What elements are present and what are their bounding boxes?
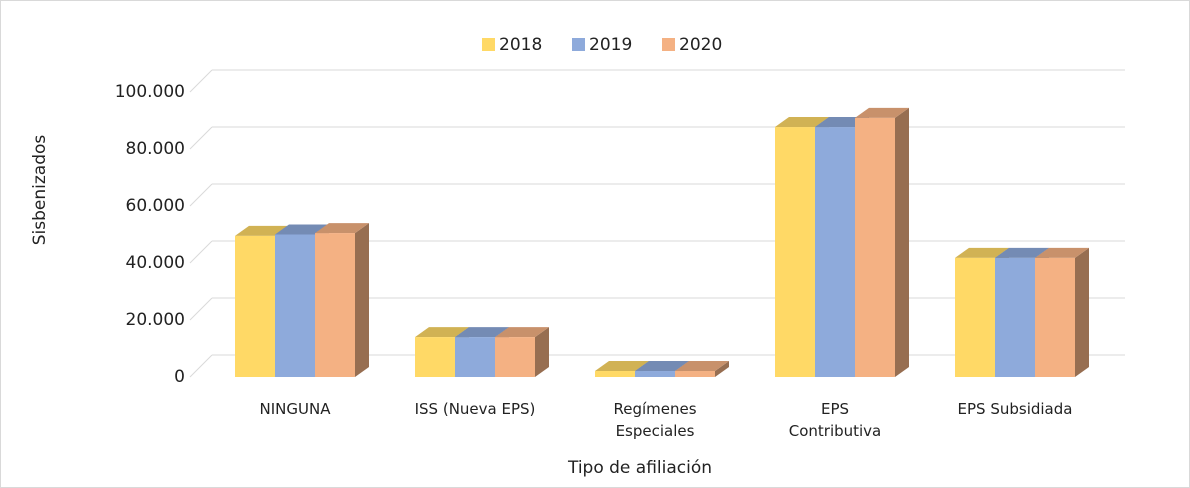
bar-top bbox=[955, 247, 1009, 258]
legend-label: 2018 bbox=[499, 35, 542, 55]
y-tick-label: 100.000 bbox=[115, 82, 185, 102]
x-axis-title: Tipo de afiliación bbox=[567, 458, 712, 478]
grid-line-depth bbox=[189, 69, 213, 93]
bar bbox=[955, 257, 995, 377]
bar bbox=[455, 337, 495, 377]
x-tick-label: EPS Contributiva bbox=[788, 400, 882, 440]
y-tick-label: 40.000 bbox=[126, 253, 185, 273]
y-tick-label: 60.000 bbox=[126, 196, 185, 216]
bar bbox=[775, 127, 815, 378]
grid-line-depth bbox=[189, 183, 213, 207]
grid-line-depth bbox=[189, 354, 213, 378]
bar-side bbox=[535, 327, 549, 377]
grid-line-depth bbox=[189, 240, 213, 264]
bar bbox=[415, 337, 455, 377]
bar-top bbox=[595, 361, 649, 372]
y-tick-label: 20.000 bbox=[126, 310, 185, 330]
legend-swatch bbox=[662, 38, 675, 51]
legend-label: 2019 bbox=[589, 35, 632, 55]
bar bbox=[675, 371, 715, 377]
bar-top bbox=[495, 327, 549, 338]
grid-line-depth bbox=[189, 126, 213, 150]
bar-top bbox=[415, 327, 469, 338]
bar-side bbox=[895, 107, 909, 377]
bar-side bbox=[355, 223, 369, 377]
y-tick-label: 0 bbox=[174, 367, 185, 387]
bar-top bbox=[995, 247, 1049, 258]
bar bbox=[495, 337, 535, 377]
bar-side bbox=[1075, 247, 1089, 377]
x-tick-label: ISS (Nueva EPS) bbox=[414, 400, 536, 418]
bar-top bbox=[855, 107, 909, 118]
bar-top bbox=[455, 327, 509, 338]
legend-swatch bbox=[482, 38, 495, 51]
bar-top bbox=[635, 361, 689, 372]
legend-label: 2020 bbox=[679, 35, 722, 55]
x-tick-label: EPS Subsidiada bbox=[957, 400, 1073, 418]
bar-top bbox=[775, 117, 829, 128]
bar-top bbox=[275, 224, 329, 235]
y-axis-title: Sisbenizados bbox=[30, 135, 50, 246]
bar bbox=[315, 233, 355, 377]
bar bbox=[1035, 257, 1075, 377]
bar bbox=[275, 234, 315, 377]
bar-side bbox=[715, 361, 729, 377]
legend-swatch bbox=[572, 38, 585, 51]
bar bbox=[235, 235, 275, 377]
bar bbox=[595, 371, 635, 377]
grid-line-depth bbox=[189, 297, 213, 321]
bar bbox=[995, 257, 1035, 377]
x-tick-label: Regímenes Especiales bbox=[613, 400, 697, 440]
bar bbox=[635, 371, 675, 377]
bar bbox=[855, 117, 895, 377]
y-tick-label: 80.000 bbox=[126, 139, 185, 159]
x-tick-label: NINGUNA bbox=[259, 400, 331, 418]
bar-top bbox=[235, 225, 289, 236]
bar-top bbox=[315, 223, 369, 234]
bar-top bbox=[675, 361, 729, 372]
bar bbox=[815, 127, 855, 378]
bar-top bbox=[1035, 247, 1089, 258]
